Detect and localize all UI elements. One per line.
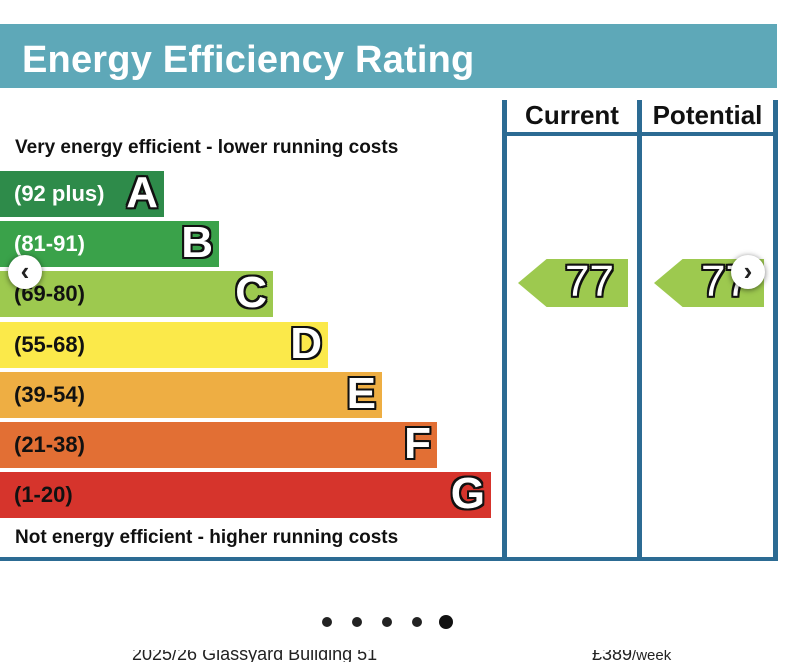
band-letter: G	[450, 469, 485, 519]
band-range: (1-20)	[14, 482, 73, 507]
band-e: (39-54) E	[0, 370, 382, 418]
listing-title: 2025/26 Glassyard Building 51	[132, 650, 378, 662]
title-bar	[0, 24, 777, 88]
price-unit: /week	[632, 650, 672, 662]
caption-inefficient: Not energy efficient - higher running co…	[15, 527, 399, 548]
band-c: (69-80) C	[0, 269, 273, 317]
pagination-dot-active[interactable]	[439, 615, 453, 629]
band-range: (39-54)	[14, 382, 85, 407]
carousel-pagination	[0, 612, 800, 632]
pagination-dot[interactable]	[382, 617, 392, 627]
pagination-dot[interactable]	[322, 617, 332, 627]
header-rule	[502, 132, 778, 136]
pagination-dot[interactable]	[412, 617, 422, 627]
column-divider	[637, 100, 642, 558]
column-divider	[773, 100, 778, 558]
energy-efficiency-chart: Energy Efficiency Rating Very energy eff…	[0, 24, 778, 561]
prev-slide-button[interactable]: ‹	[8, 255, 42, 289]
current-rating-value: 77	[565, 257, 614, 307]
band-range: (92 plus)	[14, 181, 105, 206]
band-letter: B	[181, 218, 213, 268]
band-a: (92 plus) A	[0, 169, 164, 217]
column-divider	[502, 100, 507, 558]
caption-efficient: Very energy efficient - lower running co…	[15, 137, 399, 158]
band-letter: A	[126, 168, 158, 218]
bottom-rule	[0, 557, 778, 561]
listing-peek: 2025/26 Glassyard Building 51 £389/week	[0, 650, 800, 662]
current-rating-arrow: 77	[518, 259, 628, 307]
band-letter: D	[290, 319, 322, 369]
band-d: (55-68) D	[0, 320, 328, 368]
band-g: (1-20) G	[0, 470, 491, 518]
chevron-left-icon: ‹	[20, 255, 30, 286]
listing-price: £389/week	[592, 650, 671, 662]
band-letter: F	[404, 419, 431, 469]
pagination-dot[interactable]	[352, 617, 362, 627]
band-range: (21-38)	[14, 432, 85, 457]
band-range: (81-91)	[14, 231, 85, 256]
price-value: £389	[592, 650, 633, 662]
band-letter: C	[235, 268, 267, 318]
band-range: (55-68)	[14, 332, 85, 357]
next-slide-button[interactable]: ›	[731, 255, 765, 289]
band-f: (21-38) F	[0, 420, 437, 468]
chart-title: Energy Efficiency Rating	[22, 39, 475, 81]
column-header-current: Current	[525, 100, 619, 130]
column-header-potential: Potential	[652, 100, 763, 130]
chevron-right-icon: ›	[743, 255, 753, 286]
band-letter: E	[346, 369, 376, 419]
